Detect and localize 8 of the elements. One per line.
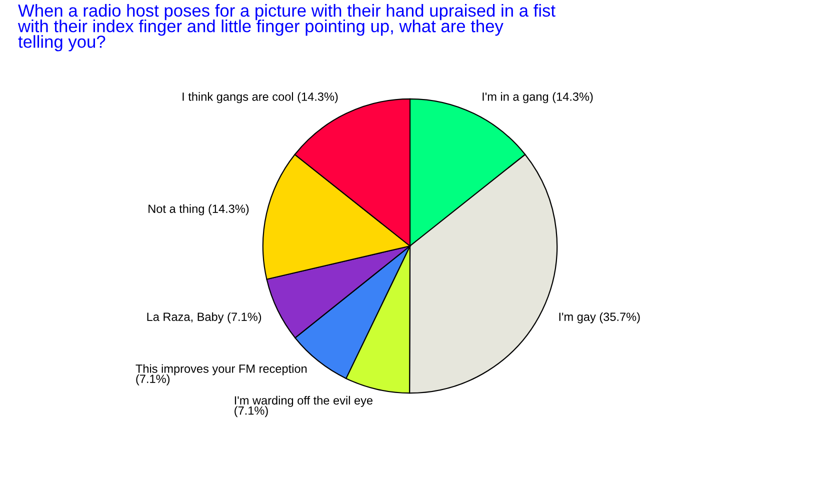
slice-label: La Raza, Baby (7.1%) — [147, 312, 262, 324]
slice-label: This improves your FM reception (7.1%) — [136, 364, 307, 386]
slice-label: I'm gay (35.7%) — [559, 312, 640, 324]
chart-title: When a radio host poses for a picture with their hand upraised in a fist with their index finger and little finger pointing up, what are they telling you? — [18, 4, 556, 52]
slice-label: I'm in a gang (14.3%) — [482, 92, 593, 104]
slice-label: I'm warding off the evil eye (7.1%) — [234, 396, 373, 418]
slice-label: I think gangs are cool (14.3%) — [182, 92, 338, 104]
slice-label: Not a thing (14.3%) — [148, 204, 249, 216]
